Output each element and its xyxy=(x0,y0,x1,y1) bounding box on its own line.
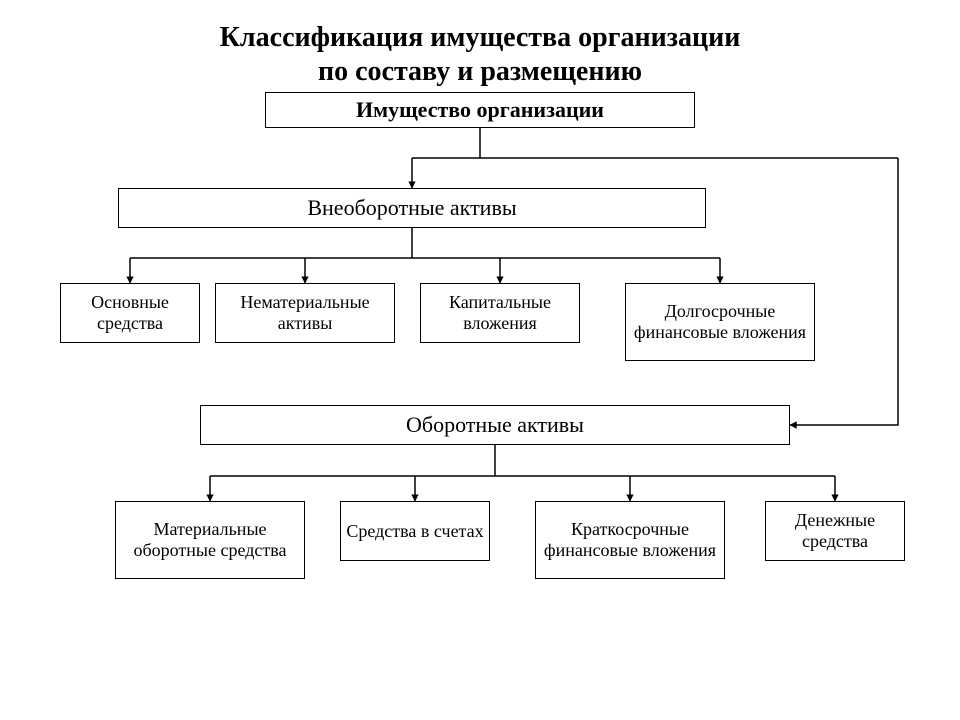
node-c2: Средства в счетах xyxy=(340,501,490,561)
title-line-1: Классификация имущества организации xyxy=(0,22,960,54)
node-noncur: Внеоборотные активы xyxy=(118,188,706,228)
node-c4: Денежные средства xyxy=(765,501,905,561)
title-line-2: по составу и размещению xyxy=(0,56,960,88)
node-nc1: Основные средства xyxy=(60,283,200,343)
node-nc4: Долгосрочные финансовые вложения xyxy=(625,283,815,361)
flowchart-canvas: Классификация имущества организации по с… xyxy=(0,0,960,720)
node-nc3: Капитальные вложения xyxy=(420,283,580,343)
node-c1: Материальные оборотные средства xyxy=(115,501,305,579)
node-cur: Оборотные активы xyxy=(200,405,790,445)
node-c3: Краткосрочные финансовые вложения xyxy=(535,501,725,579)
node-nc2: Нематериальные активы xyxy=(215,283,395,343)
node-root: Имущество организации xyxy=(265,92,695,128)
